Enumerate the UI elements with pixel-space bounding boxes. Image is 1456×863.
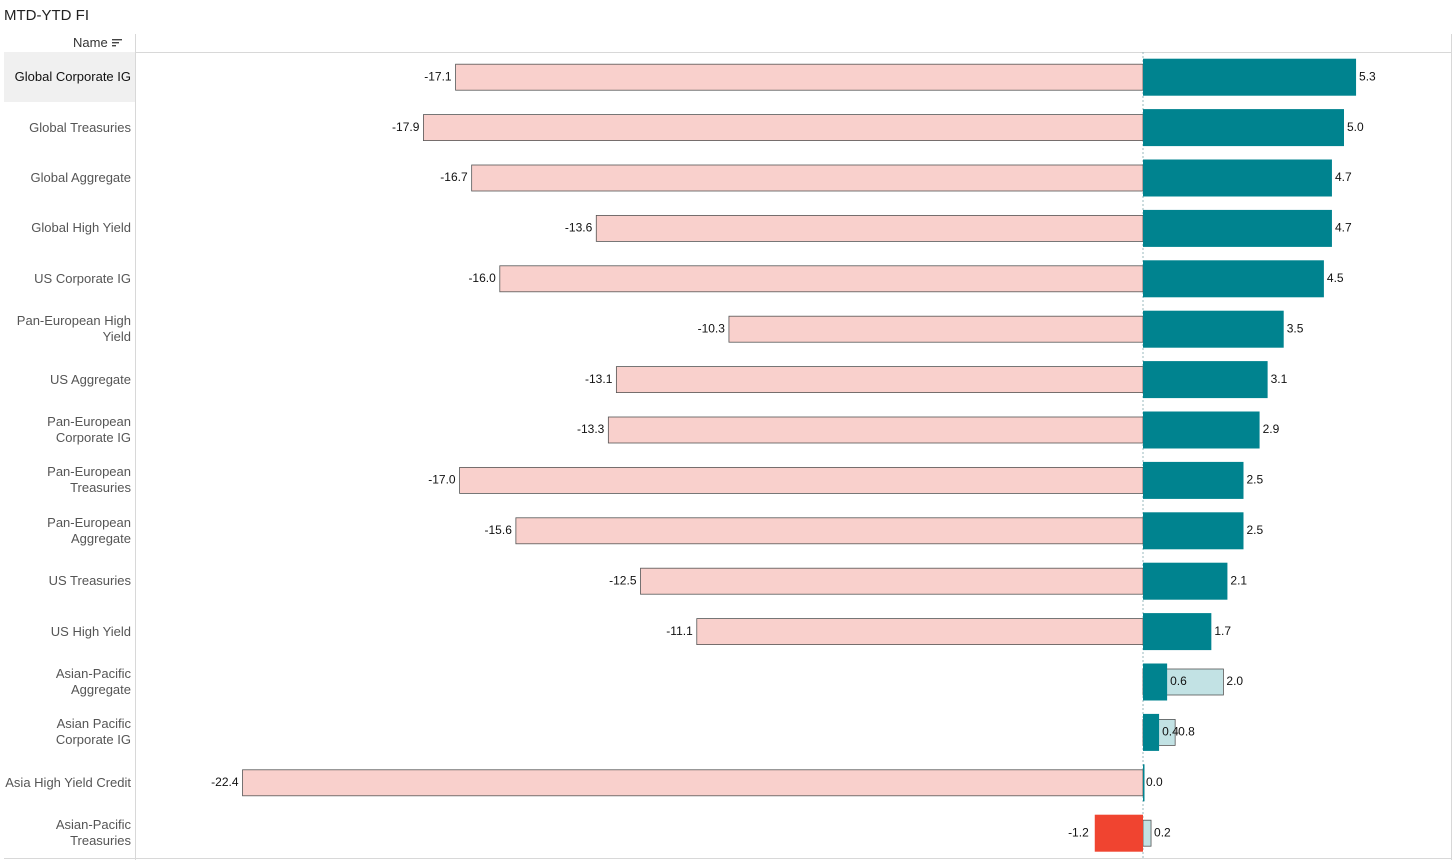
ytd-bar — [423, 114, 1144, 141]
mtd-bar — [1143, 109, 1344, 147]
column-header-row: Name — [4, 34, 1452, 53]
ytd-bar — [728, 315, 1144, 343]
chart-right-border — [1451, 34, 1452, 860]
ytd-bar — [515, 517, 1144, 545]
ytd-value-label: -10.3 — [698, 321, 726, 335]
mtd-value-label: -1.2 — [1068, 825, 1089, 839]
mtd-value-label: 3.1 — [1271, 372, 1288, 386]
mtd-bar — [1143, 713, 1160, 751]
chart-title: MTD-YTD FI — [4, 7, 89, 24]
mtd-value-label: 5.0 — [1347, 120, 1364, 134]
ytd-value-label: -12.5 — [609, 573, 637, 587]
ytd-bar — [455, 63, 1144, 91]
row-label[interactable]: Asian-Pacific Aggregate — [55, 665, 131, 697]
row-label[interactable]: Asian-Pacific Treasuries — [55, 817, 131, 849]
row-label[interactable]: US High Yield — [50, 623, 131, 639]
ytd-value-label: 0.8 — [1178, 725, 1195, 739]
ytd-value-label: -17.9 — [392, 120, 420, 134]
mtd-bar — [1143, 159, 1332, 197]
row-label[interactable]: Pan-European Treasuries — [47, 464, 131, 496]
ytd-value-label: -13.6 — [565, 221, 593, 235]
mtd-bar — [1143, 411, 1260, 449]
mtd-value-label: 2.9 — [1263, 422, 1280, 436]
ytd-bar — [1142, 819, 1152, 847]
ytd-bar — [615, 366, 1144, 394]
row-label[interactable]: Pan-European Corporate IG — [47, 413, 131, 445]
ytd-value-label: -15.6 — [485, 523, 513, 537]
mtd-bar — [1143, 209, 1332, 247]
row-label[interactable]: Global Aggregate — [30, 169, 131, 185]
mtd-bar — [1143, 310, 1284, 348]
ytd-value-label: 0.2 — [1154, 825, 1171, 839]
mtd-value-label: 0.6 — [1170, 674, 1187, 688]
ytd-value-label: -22.4 — [211, 775, 239, 789]
mtd-bar — [1143, 764, 1145, 802]
ytd-bar — [459, 466, 1144, 494]
ytd-bar — [640, 567, 1144, 595]
ytd-bar — [595, 214, 1144, 242]
ytd-value-label: -17.1 — [424, 69, 452, 83]
mtd-bar — [1143, 461, 1244, 499]
mtd-value-label: 0.4 — [1162, 725, 1179, 739]
row-label[interactable]: Global Treasuries — [29, 119, 131, 135]
mtd-bar — [1143, 663, 1168, 701]
ytd-value-label: -13.1 — [585, 372, 613, 386]
mtd-bar — [1143, 361, 1268, 399]
row-label[interactable]: Pan-European Aggregate — [47, 514, 131, 546]
name-column-header[interactable]: Name — [73, 35, 108, 50]
ytd-value-label: -16.7 — [440, 170, 468, 184]
row-label[interactable]: US Aggregate — [50, 371, 131, 387]
mtd-bar — [1143, 512, 1244, 550]
mtd-bar — [1143, 562, 1228, 600]
ytd-bar — [696, 618, 1144, 645]
chart-bottom-border — [4, 858, 1452, 859]
ytd-value-label: -13.3 — [577, 422, 605, 436]
ytd-bar — [607, 416, 1144, 444]
mtd-bar — [1143, 260, 1324, 298]
ytd-value-label: -17.0 — [428, 473, 456, 487]
row-label[interactable]: Pan-European High Yield — [16, 313, 131, 345]
row-label[interactable]: Asia High Yield Credit — [5, 774, 131, 790]
mtd-value-label: 4.5 — [1327, 271, 1344, 285]
mtd-value-label: 0.0 — [1146, 775, 1163, 789]
row-label[interactable]: Global Corporate IG — [4, 52, 135, 103]
row-header-divider — [135, 34, 136, 860]
ytd-value-label: -16.0 — [468, 271, 496, 285]
row-label[interactable]: Global High Yield — [31, 220, 131, 236]
row-label[interactable]: US Treasuries — [48, 573, 131, 589]
ytd-value-label: 2.0 — [1226, 674, 1243, 688]
mtd-bar — [1143, 58, 1357, 96]
mtd-value-label: 4.7 — [1335, 170, 1352, 184]
row-label[interactable]: Asian Pacific Corporate IG — [55, 716, 131, 748]
ytd-bar — [242, 769, 1144, 797]
ytd-value-label: -11.1 — [666, 624, 693, 638]
mtd-value-label: 3.5 — [1287, 321, 1304, 335]
ytd-bar — [471, 164, 1144, 192]
mtd-value-label: 5.3 — [1359, 69, 1376, 83]
sort-descending-icon[interactable] — [112, 39, 122, 47]
mtd-value-label: 4.7 — [1335, 221, 1352, 235]
mtd-value-label: 2.5 — [1247, 473, 1264, 487]
mtd-value-label: 2.5 — [1247, 523, 1264, 537]
ytd-bar — [499, 265, 1144, 293]
mtd-value-label: 2.1 — [1230, 573, 1247, 587]
mtd-bar — [1094, 814, 1143, 852]
mtd-bar — [1143, 613, 1212, 651]
row-label[interactable]: US Corporate IG — [34, 270, 131, 286]
mtd-value-label: 1.7 — [1214, 624, 1231, 638]
